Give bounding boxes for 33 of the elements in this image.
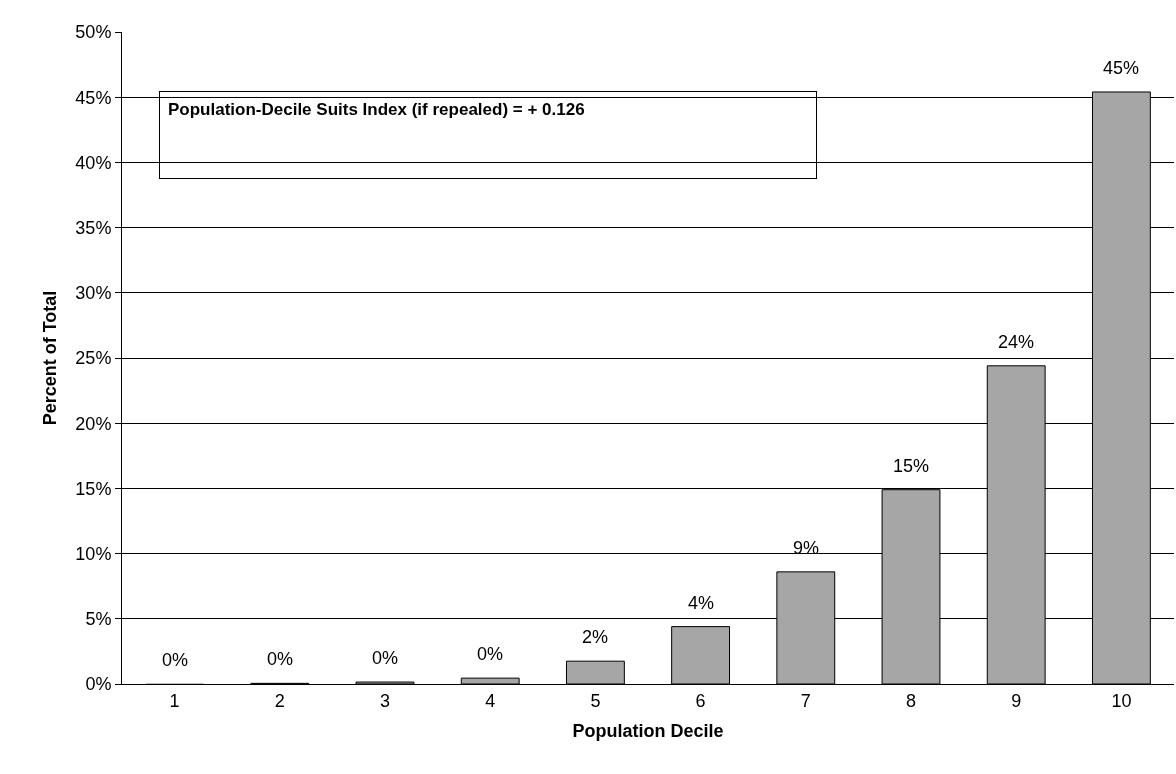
- annotation: Population-Decile Suits Index (if repealed) = + 0.126: [168, 100, 585, 119]
- y-tick-label: 20%: [75, 413, 112, 434]
- y-tick-label: 15%: [75, 478, 112, 499]
- data-label: 4%: [688, 593, 715, 613]
- x-tick-label: 6: [695, 690, 706, 711]
- y-tick-label: 45%: [75, 87, 112, 108]
- data-label: 0%: [267, 649, 294, 669]
- data-label: 45%: [1103, 58, 1140, 78]
- y-tick-label: 0%: [85, 674, 112, 695]
- x-tick-label: 2: [274, 690, 285, 711]
- data-label: 15%: [893, 456, 930, 476]
- data-label: 0%: [162, 650, 189, 670]
- data-label: 0%: [372, 648, 399, 668]
- x-tick-label: 3: [379, 690, 391, 711]
- data-label: 2%: [582, 627, 609, 647]
- y-tick-label: 50%: [75, 22, 112, 43]
- x-tick-label: 7: [800, 690, 811, 711]
- x-tick-label: 9: [1011, 690, 1022, 711]
- y-tick-label: 10%: [75, 543, 112, 564]
- y-tick-label: 5%: [85, 609, 112, 630]
- y-tick-label: 35%: [75, 217, 112, 238]
- y-tick-label: 40%: [75, 152, 112, 173]
- y-tick-label: 25%: [75, 348, 112, 369]
- x-tick-label: 4: [485, 690, 496, 711]
- data-label: 0%: [477, 644, 504, 664]
- x-tick-label: 1: [169, 690, 180, 711]
- y-tick-label: 30%: [75, 283, 112, 304]
- x-tick-label: 5: [590, 690, 601, 711]
- y-axis-title: Percent of Total: [39, 290, 60, 426]
- x-tick-label: 8: [905, 690, 917, 711]
- data-label: 24%: [998, 332, 1035, 352]
- x-tick-label: 10: [1111, 690, 1132, 711]
- x-axis-title: Population Decile: [572, 720, 724, 741]
